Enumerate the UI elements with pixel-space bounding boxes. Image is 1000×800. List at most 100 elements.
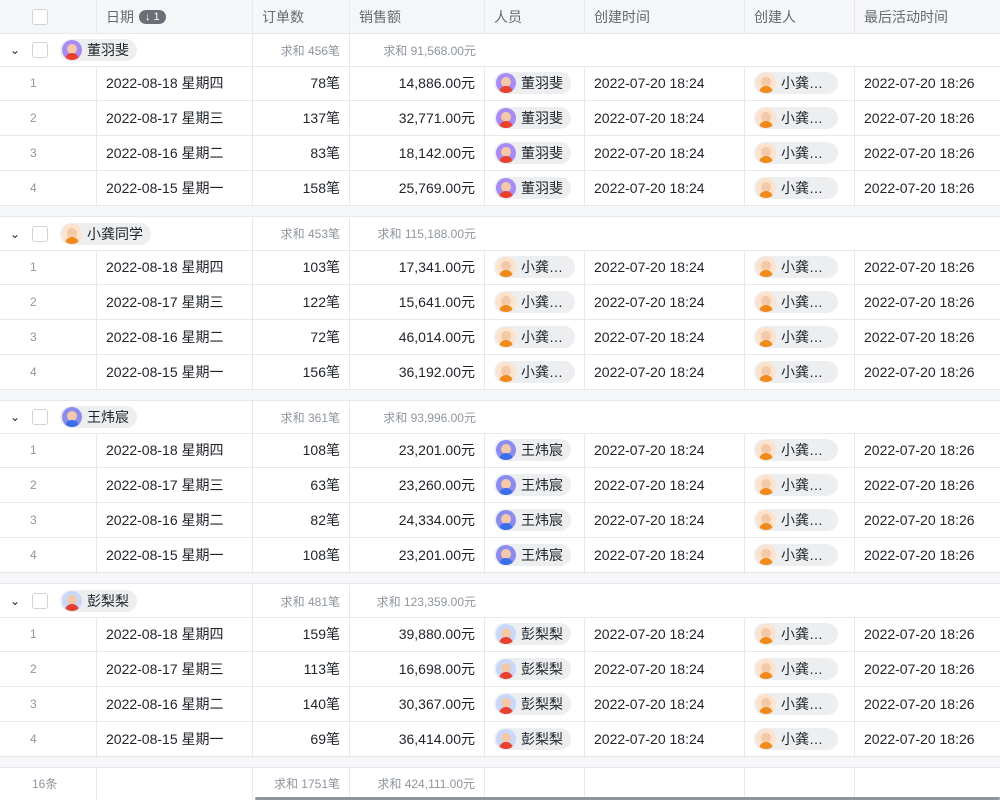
last-activity-cell[interactable]: 2022-07-20 18:26 (864, 180, 975, 196)
person-cell[interactable]: 董羽斐 (485, 66, 585, 100)
creator-cell[interactable]: 小龚同学 (745, 171, 855, 205)
column-header-date[interactable]: 日期 ↓ 1 (97, 0, 253, 33)
last-activity-cell[interactable]: 2022-07-20 18:26 (864, 731, 975, 748)
sales-cell[interactable]: 16,698.00元 (350, 652, 485, 687)
created-time-cell[interactable]: 2022-07-20 18:24 (585, 319, 745, 354)
person-pill[interactable]: 小龚同学 (754, 509, 838, 532)
date-cell[interactable]: 2022-08-17 星期三 (97, 101, 253, 135)
person-pill[interactable]: 彭梨梨 (494, 658, 571, 681)
person-cell[interactable]: 王炜宸 (485, 433, 585, 468)
person-pill[interactable]: 彭梨梨 (494, 623, 571, 646)
sales-cell[interactable]: 39,880.00元 (350, 617, 485, 652)
last-activity-cell[interactable]: 2022-07-20 18:26 (864, 363, 975, 380)
created-time-cell[interactable]: 2022-07-20 18:24 (585, 652, 745, 687)
created-time-cell[interactable]: 2022-07-20 18:24 (585, 171, 745, 205)
created-time-cell[interactable]: 2022-07-20 18:24 (585, 66, 745, 100)
column-header-creator[interactable]: 创建人 (745, 0, 855, 33)
last-activity-cell[interactable]: 2022-07-20 18:26 (864, 696, 975, 713)
last-activity-cell[interactable]: 2022-07-20 18:26 (864, 75, 975, 91)
person-pill[interactable]: 小龚同学 (754, 177, 838, 199)
last-activity-cell[interactable]: 2022-07-20 18:26 (864, 110, 975, 126)
sales-cell[interactable]: 23,201.00元 (350, 538, 485, 573)
select-all-checkbox[interactable] (32, 8, 48, 25)
orders-cell[interactable]: 108笔 (253, 538, 350, 573)
creator-cell[interactable]: 小龚同学 (745, 354, 855, 389)
orders-cell[interactable]: 78笔 (253, 66, 350, 100)
creator-cell[interactable]: 小龚同学 (745, 468, 855, 503)
created-time-cell[interactable]: 2022-07-20 18:24 (585, 284, 745, 319)
created-time-cell[interactable]: 2022-07-20 18:24 (585, 722, 745, 757)
group-checkbox[interactable] (32, 593, 48, 610)
last-activity-cell[interactable]: 2022-07-20 18:26 (864, 258, 975, 275)
date-cell[interactable]: 2022-08-15 星期一 (97, 538, 253, 573)
person-pill[interactable]: 小龚同学 (754, 623, 838, 646)
column-header-person[interactable]: 人员 (485, 0, 585, 33)
person-pill[interactable]: 董羽斐 (494, 142, 571, 164)
person-pill[interactable]: 王炜宸 (494, 544, 571, 567)
creator-cell[interactable]: 小龚同学 (745, 136, 855, 170)
sales-cell[interactable]: 30,367.00元 (350, 687, 485, 722)
table-row[interactable]: 1 2022-08-18 星期四 78笔 14,886.00元 董羽斐 2022… (0, 66, 1000, 101)
person-pill[interactable]: 小龚同学 (754, 658, 838, 681)
created-time-cell[interactable]: 2022-07-20 18:24 (585, 617, 745, 652)
person-cell[interactable]: 王炜宸 (485, 468, 585, 503)
creator-cell[interactable]: 小龚同学 (745, 284, 855, 319)
creator-cell[interactable]: 小龚同学 (745, 433, 855, 468)
creator-cell[interactable]: 小龚同学 (745, 503, 855, 538)
last-activity-cell[interactable]: 2022-07-20 18:26 (864, 328, 975, 345)
creator-cell[interactable]: 小龚同学 (745, 249, 855, 284)
person-pill[interactable]: 小龚同学 (754, 72, 838, 94)
person-cell[interactable]: 王炜宸 (485, 503, 585, 538)
person-pill[interactable]: 小龚同学 (754, 439, 838, 462)
person-pill[interactable]: 董羽斐 (494, 107, 571, 129)
table-row[interactable]: 3 2022-08-16 星期二 83笔 18,142.00元 董羽斐 2022… (0, 136, 1000, 171)
date-cell[interactable]: 2022-08-17 星期三 (97, 468, 253, 503)
person-pill[interactable]: 小龚同学 (754, 107, 838, 129)
sort-badge[interactable]: ↓ 1 (139, 9, 166, 24)
table-row[interactable]: 4 2022-08-15 星期一 108笔 23,201.00元 王炜宸 202… (0, 538, 1000, 574)
orders-cell[interactable]: 113笔 (253, 652, 350, 687)
creator-cell[interactable]: 小龚同学 (745, 101, 855, 135)
group-checkbox[interactable] (32, 225, 48, 242)
last-activity-cell[interactable]: 2022-07-20 18:26 (864, 547, 975, 564)
orders-cell[interactable]: 108笔 (253, 433, 350, 468)
orders-cell[interactable]: 137笔 (253, 101, 350, 135)
date-cell[interactable]: 2022-08-16 星期二 (97, 687, 253, 722)
table-row[interactable]: 2 2022-08-17 星期三 113笔 16,698.00元 彭梨梨 202… (0, 652, 1000, 688)
person-pill[interactable]: 小龚同学 (754, 474, 838, 497)
date-cell[interactable]: 2022-08-17 星期三 (97, 284, 253, 319)
date-cell[interactable]: 2022-08-18 星期四 (97, 433, 253, 468)
created-time-cell[interactable]: 2022-07-20 18:24 (585, 503, 745, 538)
orders-cell[interactable]: 103笔 (253, 249, 350, 284)
person-pill[interactable]: 彭梨梨 (494, 693, 571, 716)
created-time-cell[interactable]: 2022-07-20 18:24 (585, 687, 745, 722)
sales-cell[interactable]: 14,886.00元 (350, 66, 485, 100)
sales-cell[interactable]: 25,769.00元 (350, 171, 485, 205)
orders-cell[interactable]: 140笔 (253, 687, 350, 722)
sales-cell[interactable]: 32,771.00元 (350, 101, 485, 135)
sales-cell[interactable]: 36,414.00元 (350, 722, 485, 757)
person-pill[interactable]: 彭梨梨 (494, 728, 571, 751)
orders-cell[interactable]: 63笔 (253, 468, 350, 503)
person-pill[interactable]: 王炜宸 (494, 509, 571, 532)
person-pill[interactable]: 小龚同学 (754, 728, 838, 751)
last-activity-cell[interactable]: 2022-07-20 18:26 (864, 512, 975, 529)
creator-cell[interactable]: 小龚同学 (745, 617, 855, 652)
person-cell[interactable]: 小龚同学 (485, 354, 585, 389)
sales-cell[interactable]: 15,641.00元 (350, 284, 485, 319)
table-row[interactable]: 1 2022-08-18 星期四 159笔 39,880.00元 彭梨梨 202… (0, 617, 1000, 653)
table-row[interactable]: 4 2022-08-15 星期一 69笔 36,414.00元 彭梨梨 2022… (0, 722, 1000, 758)
chevron-down-icon[interactable]: ⌄ (10, 43, 21, 57)
creator-cell[interactable]: 小龚同学 (745, 319, 855, 354)
person-pill[interactable]: 董羽斐 (494, 177, 571, 199)
created-time-cell[interactable]: 2022-07-20 18:24 (585, 101, 745, 135)
person-cell[interactable]: 小龚同学 (485, 284, 585, 319)
person-cell[interactable]: 彭梨梨 (485, 617, 585, 652)
sales-cell[interactable]: 46,014.00元 (350, 319, 485, 354)
last-activity-cell[interactable]: 2022-07-20 18:26 (864, 477, 975, 494)
sales-cell[interactable]: 23,260.00元 (350, 468, 485, 503)
sales-cell[interactable]: 23,201.00元 (350, 433, 485, 468)
person-pill[interactable]: 小龚同学 (754, 360, 838, 383)
last-activity-cell[interactable]: 2022-07-20 18:26 (864, 626, 975, 643)
person-pill[interactable]: 小龚同学 (494, 325, 575, 348)
